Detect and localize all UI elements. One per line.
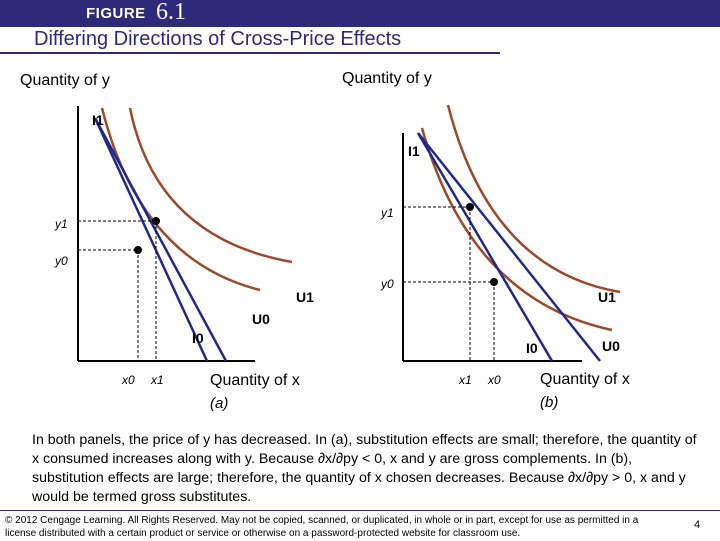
panel-b-indifference-curve-u1 (446, 104, 621, 294)
figure-caption: In both panels, the price of y has decre… (32, 432, 697, 505)
cross-price-diagram: Quantity of y I1 I0 U0 U1 y1 y0 x0 x1 Qu… (20, 70, 630, 412)
panel-a-x-axis-label: Quantity of x (210, 372, 300, 389)
panel-b-x0-tick-label: x0 (487, 373, 501, 387)
panel-a-indifference-curve-u0 (100, 107, 261, 292)
footer-bar (0, 510, 720, 541)
panel-b-budget-i1-label: I1 (408, 143, 420, 159)
panel-b-budget-i0-label: I0 (526, 340, 538, 356)
panel-a-budget-i1-label: I1 (92, 112, 104, 128)
panel-b-utility-u1-label: U1 (598, 289, 616, 305)
panel-b-budget-line-i1 (416, 132, 554, 362)
figure-word: FIGURE (86, 5, 146, 22)
figure-header-bar: FIGURE 6.1 (0, 0, 720, 27)
panel-b: Quantity of y I1 I0 U0 U1 y1 y0 x1 x0 Qu… (342, 70, 630, 411)
panel-b-x-axis-label: Quantity of x (540, 371, 630, 388)
panel-a-x1-tick-label: x1 (150, 373, 164, 387)
panel-b-y-axis-label: Quantity of y (342, 70, 432, 87)
panel-b-tag: (b) (540, 394, 558, 411)
panel-a-old-optimum-point (134, 246, 142, 254)
figure-title: Differing Directions of Cross-Price Effe… (34, 28, 402, 50)
title-underline (0, 52, 500, 54)
panel-a-tag: (a) (210, 395, 228, 412)
page-number: 4 (694, 519, 701, 531)
panel-a-y0-tick-label: y0 (54, 254, 68, 268)
panel-b-y0-tick-label: y0 (380, 277, 394, 291)
panel-a-budget-line-i0 (93, 117, 228, 362)
panel-b-x1-tick-label: x1 (458, 373, 472, 387)
panel-b-new-optimum-point (466, 203, 474, 211)
copyright-notice: © 2012 Cengage Learning. All Rights Rese… (5, 515, 639, 539)
panel-a-budget-i0-label: I0 (192, 330, 204, 346)
panel-a: Quantity of y I1 I0 U0 U1 y1 y0 x0 x1 Qu… (20, 72, 314, 412)
panel-b-budget-line-i0 (417, 132, 601, 362)
panel-a-y-axis-label: Quantity of y (20, 72, 110, 89)
panel-a-y1-tick-label: y1 (54, 217, 68, 231)
panel-a-utility-u0-label: U0 (252, 311, 270, 327)
panel-a-utility-u1-label: U1 (296, 289, 314, 305)
panel-b-old-optimum-point (490, 278, 498, 286)
panel-b-y1-tick-label: y1 (380, 206, 394, 220)
figure-number: 6.1 (156, 0, 186, 25)
panel-b-indifference-curve-u0 (420, 127, 613, 332)
panel-a-indifference-curve-u1 (128, 107, 293, 264)
panel-a-new-optimum-point (152, 217, 160, 225)
panel-a-budget-line-i1 (93, 117, 209, 362)
panel-a-x0-tick-label: x0 (121, 373, 135, 387)
panel-b-utility-u0-label: U0 (602, 338, 620, 354)
